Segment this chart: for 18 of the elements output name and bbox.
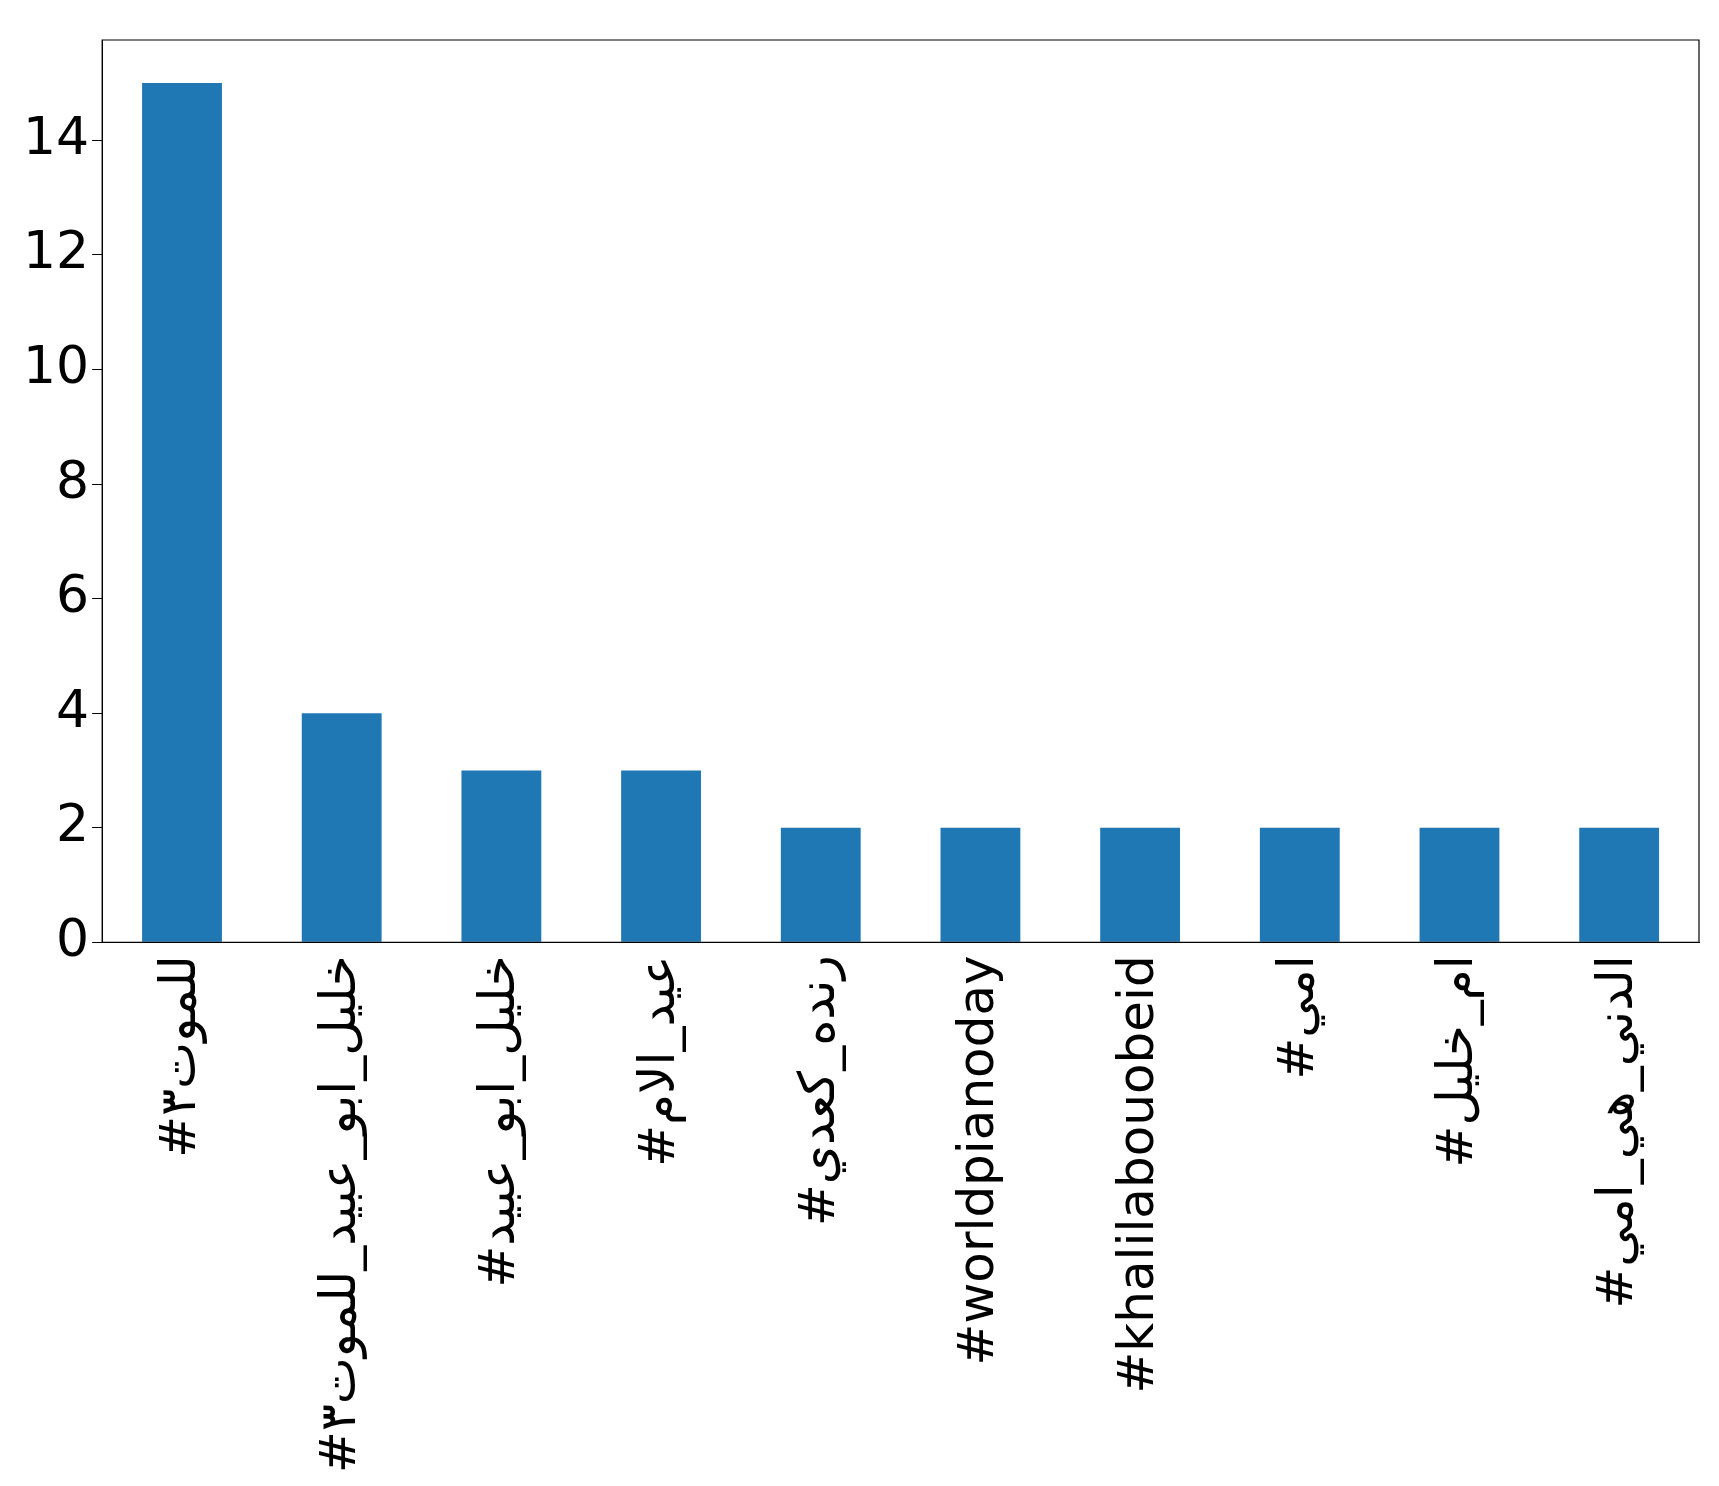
y-tick-label: 6 xyxy=(56,564,90,625)
y-tick-label: 2 xyxy=(56,793,90,854)
x-tick-label: #امي xyxy=(1266,955,1325,1080)
y-tick-label: 0 xyxy=(56,907,90,968)
x-tick-label: #خليل_ابو_عبيد xyxy=(468,955,527,1288)
x-tick-label: #ام_خليل xyxy=(1426,955,1485,1168)
x-tick-label: #الدني_هي_امي xyxy=(1586,955,1645,1309)
x-tick-label: #khalilabouobeid xyxy=(1107,955,1166,1394)
y-tick-label: 4 xyxy=(56,678,90,739)
y-tick-label: 12 xyxy=(23,220,90,281)
x-tick-label: #خليل_ابو_عبيد_للموت٣ xyxy=(308,955,367,1474)
x-tick-label: #worldpianoday xyxy=(947,955,1006,1366)
x-tick-label: #عيد_الام xyxy=(628,955,687,1167)
y-tick-label: 10 xyxy=(23,334,90,395)
y-tick-label: 14 xyxy=(23,105,90,166)
x-tick-label: #للموت٣ xyxy=(148,955,207,1158)
x-tick-label: #رنده_كعدي xyxy=(787,955,846,1227)
y-tick-label: 8 xyxy=(56,449,90,510)
